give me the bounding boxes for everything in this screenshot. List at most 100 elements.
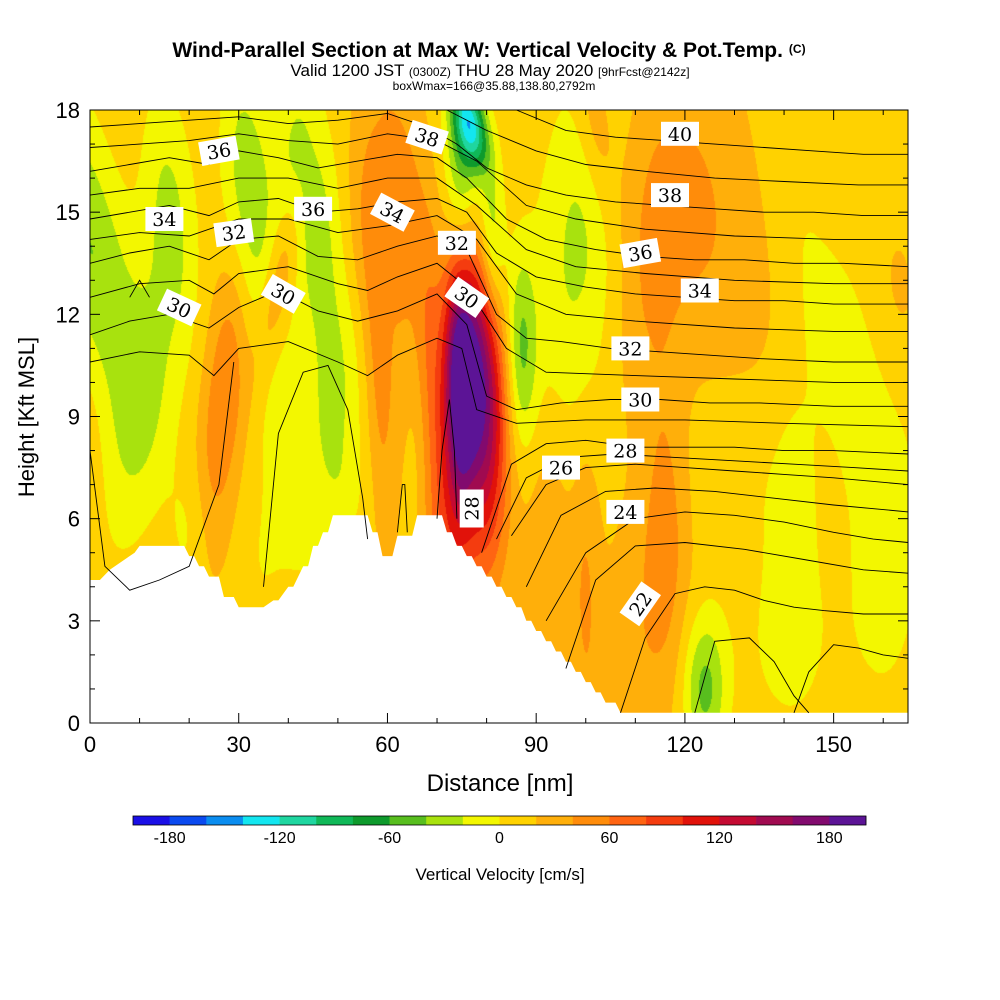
terrain-mask <box>90 515 908 723</box>
contour-label-box <box>213 218 255 248</box>
colorbar-swatch <box>572 816 610 825</box>
contour-label-text: 28 <box>462 496 484 520</box>
y-tick-label: 0 <box>68 711 80 736</box>
x-axis-label: Distance [nm] <box>427 770 574 797</box>
colorbar-swatch <box>756 816 793 825</box>
colorbar-tick-label: -120 <box>264 830 296 847</box>
colorbar-swatch <box>242 816 280 825</box>
colorbar-tick-label: 0 <box>495 830 504 847</box>
contour-label-box <box>145 207 184 231</box>
contour-label-box <box>661 121 699 146</box>
x-axis: 0 30 60 90 120 150 <box>84 110 884 757</box>
colorbar-swatch <box>719 816 757 825</box>
x-tick-label: 60 <box>375 732 399 757</box>
contour-label-text: 36 <box>205 139 233 165</box>
title-mark: (C) <box>789 42 806 56</box>
x-tick-label: 150 <box>815 732 852 757</box>
theta-contour-line <box>89 361 235 591</box>
contour-label: 34 <box>145 207 184 231</box>
theta-contour-line <box>263 364 369 587</box>
contour-label-text: 32 <box>618 338 642 360</box>
theta-contour-line <box>545 511 909 622</box>
contour-label-text: 26 <box>549 458 573 480</box>
colorbar-tick-label: 120 <box>706 830 733 847</box>
contour-label-text: 24 <box>613 502 637 524</box>
contour-label-text: 32 <box>220 221 247 246</box>
contour-label-box <box>619 581 662 627</box>
colorbar-swatch <box>646 816 684 825</box>
colorbar-tick-label: 60 <box>601 830 619 847</box>
theta-contour-line <box>436 399 458 519</box>
contour-label: 38 <box>405 119 449 155</box>
colorbar-swatch <box>133 816 170 825</box>
contour-label: 32 <box>611 336 650 361</box>
contour-label: 32 <box>213 218 255 248</box>
theta-contour-line <box>793 644 909 713</box>
colorbar-swatch <box>279 816 317 825</box>
contour-label-box <box>198 135 240 167</box>
colorbar-tick-label: -180 <box>154 830 186 847</box>
theta-contour-line <box>129 279 150 298</box>
theta-contour-line <box>89 290 908 411</box>
contour-label-box <box>369 192 415 232</box>
contour-label-text: 32 <box>445 233 469 255</box>
theta-contour-line <box>89 215 908 332</box>
colorbar-swatch <box>462 816 500 825</box>
contour-label-text: 36 <box>627 241 655 267</box>
colorbar-swatch <box>829 816 867 825</box>
contour-label-box <box>621 387 660 412</box>
contour-label-box <box>680 278 719 303</box>
contour-label-box <box>619 237 662 269</box>
theta-contour-line <box>89 177 908 285</box>
contour-label-text: 36 <box>301 199 325 221</box>
contour-label-text: 40 <box>668 124 692 146</box>
colorbar-swatch <box>206 816 244 825</box>
contour-label-box <box>444 276 490 319</box>
colorbar-frame <box>132 815 867 826</box>
colorbar-swatch <box>609 816 647 825</box>
theta-contour-line <box>525 487 909 587</box>
contour-label-box <box>156 288 202 327</box>
x-tick-label: 0 <box>84 732 96 757</box>
theta-contour-line <box>516 109 908 155</box>
y-tick-label: 6 <box>68 507 80 532</box>
contour-label: 26 <box>542 455 580 480</box>
colorbar-label: Vertical Velocity [cm/s] <box>415 865 584 884</box>
colorbar-swatch <box>426 816 464 825</box>
chart-subtitle: Valid 1200 JST (0300Z) THU 28 May 2020 [… <box>290 61 689 80</box>
contour-label: 30 <box>621 387 660 412</box>
contour-label-box <box>606 438 645 463</box>
contour-label-box <box>651 183 689 208</box>
contour-label-box <box>437 230 476 255</box>
theta-contour-line <box>89 198 908 305</box>
theta-contour-line <box>620 586 908 713</box>
y-axis-label: Height [Kft MSL] <box>14 337 39 497</box>
contour-label-text: 28 <box>613 441 637 463</box>
y-tick-label: 3 <box>68 609 80 634</box>
colorbar-tick-label: -60 <box>378 830 401 847</box>
x-tick-label: 30 <box>226 732 250 757</box>
contour-label-text: 34 <box>152 209 176 231</box>
y-tick-label: 9 <box>68 405 80 430</box>
colorbar-swatch <box>536 816 574 825</box>
y-tick-label: 15 <box>56 200 80 225</box>
contour-label-box <box>606 499 645 524</box>
chart-title: Wind-Parallel Section at Max W: Vertical… <box>172 39 805 62</box>
colorbar-tick-label: 180 <box>816 830 843 847</box>
chart-subtitle-2: boxWmax=166@35.88,138.80,2792m <box>393 79 596 93</box>
colorbar-swatch <box>682 816 720 825</box>
contour-label-text: 34 <box>688 281 712 303</box>
theta-contour-line <box>446 109 908 186</box>
contour-label: 28 <box>606 438 645 463</box>
contour-label-box <box>260 274 306 314</box>
y-tick-label: 18 <box>56 98 80 123</box>
colorbar-swatch <box>499 816 537 825</box>
contour-label: 24 <box>606 499 645 524</box>
theta-contour-line <box>565 542 909 669</box>
colorbar-swatch <box>792 816 830 825</box>
contour-label-box <box>611 336 650 361</box>
colorbar-swatch <box>389 816 427 825</box>
